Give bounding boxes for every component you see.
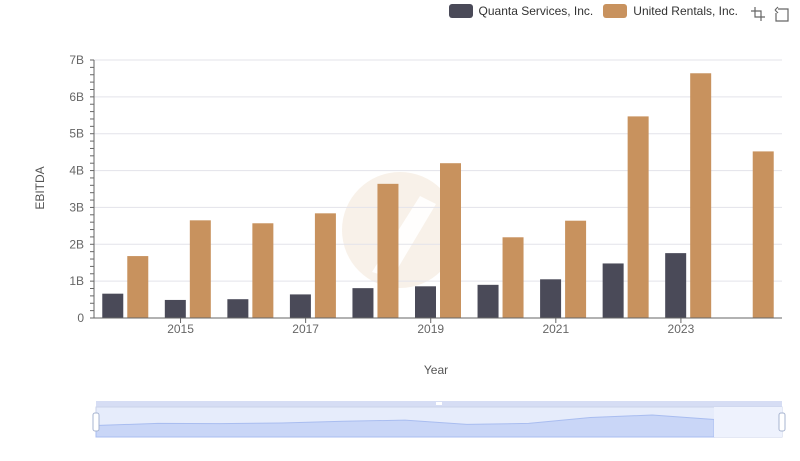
bar-united-rentals-2016[interactable] xyxy=(252,223,274,318)
x-tick-label: 2015 xyxy=(167,322,194,336)
bar-united-rentals-2023[interactable] xyxy=(690,73,712,318)
x-axis: 2015 2017 2019 2021 2023 xyxy=(94,317,782,336)
zoom-handle-left[interactable] xyxy=(92,412,100,432)
bar-quanta-2016[interactable] xyxy=(227,299,249,318)
zoom-icon[interactable] xyxy=(750,6,766,22)
restore-icon[interactable] xyxy=(774,6,790,22)
bar-united-rentals-2020[interactable] xyxy=(502,237,524,318)
y-tick-label: 7B xyxy=(69,53,84,67)
x-tick-label: 2021 xyxy=(542,322,569,336)
zoom-unfilled-region xyxy=(714,407,782,437)
bar-quanta-2021[interactable] xyxy=(540,279,562,318)
y-tick-label: 6B xyxy=(69,90,84,104)
bar-quanta-2023[interactable] xyxy=(665,253,687,318)
legend: Quanta Services, Inc. United Rentals, In… xyxy=(448,4,738,18)
x-tick-label: 2017 xyxy=(292,322,319,336)
y-axis-label: EBITDA xyxy=(33,166,47,209)
legend-item-quanta[interactable]: Quanta Services, Inc. xyxy=(448,4,594,18)
y-tick-label: 0 xyxy=(77,311,84,325)
bar-quanta-2020[interactable] xyxy=(477,284,499,318)
x-tick-label: 2019 xyxy=(417,322,444,336)
bar-quanta-2019[interactable] xyxy=(415,286,436,318)
data-zoom-slider[interactable] xyxy=(92,401,786,438)
bar-united-rentals-2021[interactable] xyxy=(565,220,587,318)
bar-united-rentals-2019[interactable] xyxy=(440,163,461,318)
y-tick-label: 1B xyxy=(69,274,84,288)
bar-united-rentals-2017[interactable] xyxy=(314,213,336,318)
bar-quanta-2015[interactable] xyxy=(164,299,186,318)
legend-swatch-united-rentals xyxy=(603,4,628,18)
y-tick-label: 4B xyxy=(69,164,84,178)
y-tick-label: 5B xyxy=(69,127,84,141)
bar-united-rentals-2015[interactable] xyxy=(189,220,211,318)
x-tick-label: 2023 xyxy=(668,322,695,336)
zoom-handle-right[interactable] xyxy=(778,412,786,432)
zoom-preview-area xyxy=(95,414,715,438)
bar-quanta-2017[interactable] xyxy=(289,294,311,318)
legend-label-quanta: Quanta Services, Inc. xyxy=(478,4,594,18)
x-axis-label: Year xyxy=(424,363,448,377)
legend-item-united-rentals[interactable]: United Rentals, Inc. xyxy=(603,4,738,18)
y-tick-label: 3B xyxy=(69,200,84,214)
bar-quanta-2022[interactable] xyxy=(602,263,624,318)
bar-quanta-2018[interactable] xyxy=(352,288,374,318)
bar-united-rentals-2014[interactable] xyxy=(127,256,149,318)
y-tick-label: 2B xyxy=(69,237,84,251)
legend-swatch-quanta xyxy=(448,4,473,18)
toolbox xyxy=(750,6,790,22)
bar-united-rentals-2022[interactable] xyxy=(627,116,649,319)
y-axis: 0 1B 2B 3B 4B 5B 6B 7B xyxy=(69,53,95,325)
legend-label-united-rentals: United Rentals, Inc. xyxy=(633,4,738,18)
bars xyxy=(102,73,774,319)
bar-united-rentals-2018[interactable] xyxy=(377,183,399,318)
zoom-drag-grip[interactable] xyxy=(436,402,442,405)
bar-united-rentals-2024[interactable] xyxy=(752,151,774,318)
bar-quanta-2014[interactable] xyxy=(102,293,124,318)
